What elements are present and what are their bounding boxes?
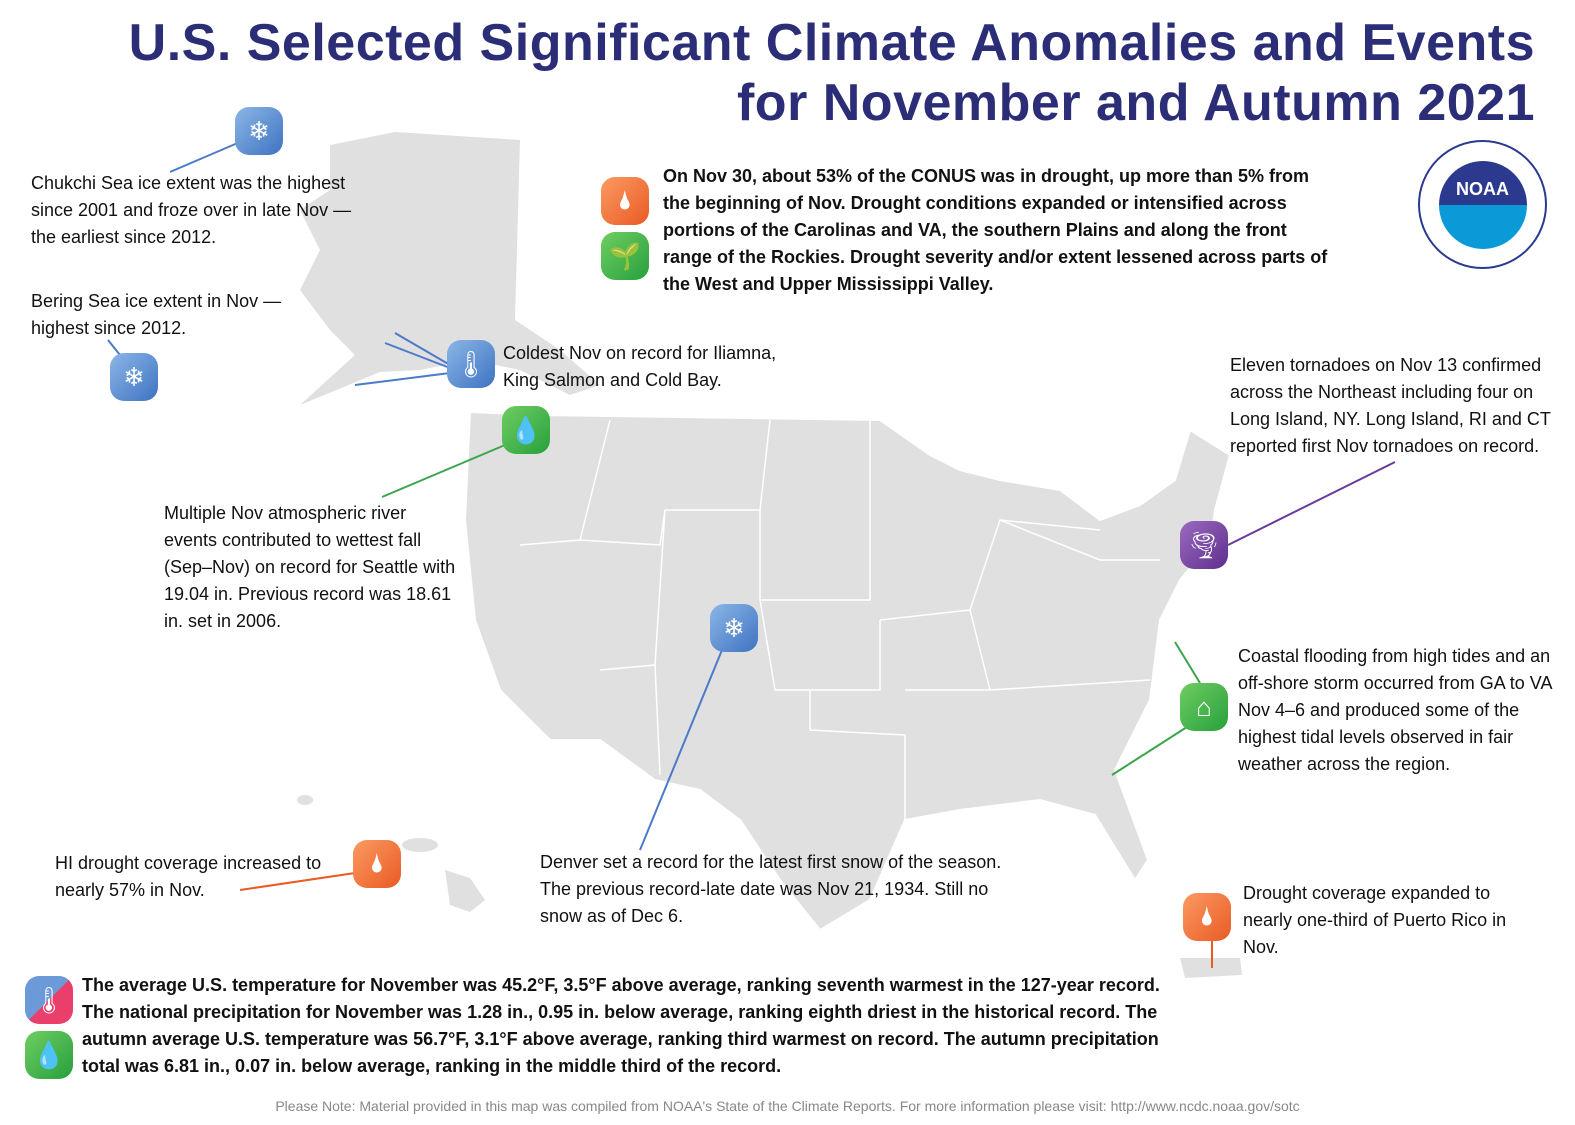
noaa-logo-text: NOAA <box>1438 160 1527 249</box>
alaska <box>300 132 600 405</box>
title-line-2: for November and Autumn 2021 <box>736 74 1535 132</box>
puerto-rico-text: Drought coverage expanded to nearly one-… <box>1243 883 1507 957</box>
plant-droplet-icon: 🌱 <box>601 232 649 280</box>
conus <box>463 410 1232 932</box>
title-line-1: U.S. Selected Significant Climate Anomal… <box>128 14 1535 72</box>
precipitation-icon: 💧 <box>25 1031 73 1079</box>
coldest-text: Coldest Nov on record for Iliamna, King … <box>503 343 777 390</box>
sea-ice-icon: ❄ <box>235 107 283 155</box>
hawaii <box>445 870 485 912</box>
drought-tree-icon: 🌢 <box>1183 893 1231 941</box>
thermometer-icon: 🌡 <box>447 340 495 388</box>
bering-text: Bering Sea ice extent in Nov — highest s… <box>31 291 282 338</box>
drought-tree-icon: 🌢 <box>353 840 401 888</box>
snowflake-icon: ❄ <box>710 604 758 652</box>
tornado-text: Eleven tornadoes on Nov 13 confirmed acr… <box>1230 355 1551 456</box>
noaa-logo: NOAA <box>1418 140 1547 269</box>
denver-text: Denver set a record for the latest first… <box>540 852 1002 926</box>
state-borders <box>519 419 1160 820</box>
footnote: Please Note: Material provided in this m… <box>275 1098 1300 1114</box>
hawaii-text: HI drought coverage increased to nearly … <box>55 853 322 900</box>
hawaii-islands <box>402 838 438 852</box>
coastal-text: Coastal flooding from high tides and an … <box>1238 646 1552 774</box>
sea-ice-icon: ❄ <box>110 353 158 401</box>
seattle-text: Multiple Nov atmospheric river events co… <box>164 503 456 631</box>
national-summary: The average U.S. temperature for Novembe… <box>82 975 1160 1076</box>
tornado-icon: 🌪 <box>1180 521 1228 569</box>
connector-lines <box>107 141 1396 968</box>
kauai <box>297 795 313 805</box>
flooded-house-icon: ⌂ <box>1180 683 1228 731</box>
temperature-icon: 🌡 <box>25 976 73 1024</box>
chukchi-text: Chukchi Sea ice extent was the highest s… <box>31 173 352 247</box>
rain-drops-icon: 💧 <box>502 406 550 454</box>
drought-text: On Nov 30, about 53% of the CONUS was in… <box>663 166 1328 294</box>
drought-tree-icon: 🌢 <box>601 177 649 225</box>
